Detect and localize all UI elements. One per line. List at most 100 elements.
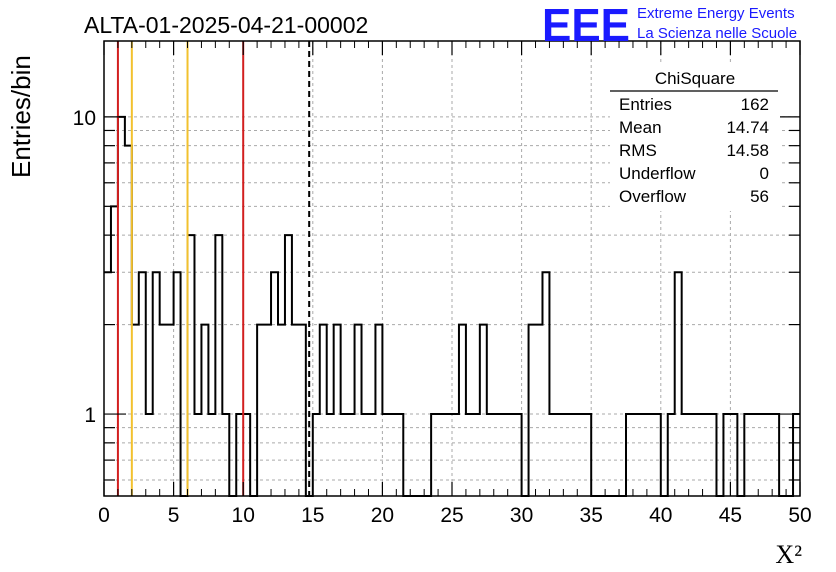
histogram-bin bbox=[264, 325, 271, 496]
histogram-bin bbox=[215, 235, 222, 496]
histogram-bin bbox=[174, 272, 181, 496]
histogram-bin bbox=[278, 325, 285, 496]
logo-line-2: La Scienza nelle Scuole bbox=[637, 25, 797, 42]
stats-rows: Entries 162 Mean 14.74 RMS 14.58 Underflow 0 Ove… bbox=[619, 95, 769, 206]
stats-row-value: 162 bbox=[741, 95, 769, 114]
histogram-bin bbox=[793, 414, 800, 496]
histogram-bin bbox=[682, 414, 689, 496]
x-axis-label: X² bbox=[775, 540, 802, 569]
histogram-bin bbox=[536, 325, 543, 496]
histogram-bin bbox=[299, 325, 306, 496]
stats-box: ChiSquare Entries 162 Mean 14.74 RMS 14.58 Und… bbox=[610, 65, 780, 211]
logo-line-1: Extreme Energy Events bbox=[637, 5, 795, 22]
stats-box-background bbox=[610, 65, 780, 211]
x-tick-label: 40 bbox=[649, 504, 672, 527]
chart-title: ALTA-01-2025-04-21-00002 bbox=[84, 12, 368, 38]
eee-logo: EEE Extreme Energy Events La Scienza nel… bbox=[542, 0, 797, 51]
histogram-bin bbox=[368, 414, 375, 496]
histogram-bin bbox=[501, 414, 508, 496]
histogram-bin bbox=[487, 414, 494, 496]
histogram-bin bbox=[563, 414, 570, 496]
histogram-bin bbox=[222, 414, 229, 496]
stats-row-label: Overflow bbox=[619, 187, 687, 206]
stats-row-label: Entries bbox=[619, 95, 672, 114]
histogram-bin bbox=[466, 414, 473, 496]
histogram-bin bbox=[751, 414, 758, 496]
histogram-bin bbox=[494, 414, 501, 496]
histogram-bin bbox=[375, 325, 382, 496]
stats-row-value: 14.74 bbox=[726, 118, 769, 137]
histogram-bin bbox=[647, 414, 654, 496]
histogram-bin bbox=[201, 325, 208, 496]
stats-row-label: Mean bbox=[619, 118, 662, 137]
x-tick-label: 45 bbox=[719, 504, 742, 527]
histogram-bin bbox=[675, 272, 682, 496]
histogram-bin bbox=[570, 414, 577, 496]
y-tick-label: 1 bbox=[84, 404, 96, 427]
histogram-bin bbox=[118, 117, 125, 496]
histogram-bin bbox=[577, 414, 584, 496]
histogram-bin bbox=[334, 325, 341, 496]
x-tick-label: 0 bbox=[98, 504, 110, 527]
histogram-bin bbox=[271, 272, 278, 496]
histogram-bin bbox=[292, 325, 299, 496]
histogram-bin bbox=[389, 414, 396, 496]
x-tick-label: 35 bbox=[580, 504, 603, 527]
x-tick-label: 25 bbox=[440, 504, 463, 527]
histogram-bin bbox=[431, 414, 438, 496]
x-tick-label: 30 bbox=[510, 504, 533, 527]
histogram-bin bbox=[640, 414, 647, 496]
histogram-bin bbox=[445, 414, 452, 496]
histogram-bin bbox=[146, 414, 153, 496]
histogram-bin bbox=[744, 414, 751, 496]
x-tick-label: 15 bbox=[301, 504, 324, 527]
histogram-bin bbox=[772, 414, 779, 496]
histogram-bin bbox=[355, 325, 362, 496]
histogram-bin bbox=[765, 414, 772, 496]
y-axis-label: Entries/bin bbox=[6, 55, 36, 178]
histogram-bin bbox=[696, 414, 703, 496]
stats-row-value: 56 bbox=[750, 187, 769, 206]
histogram-bin bbox=[132, 325, 139, 496]
histogram-bin bbox=[549, 414, 556, 496]
histogram-bin bbox=[243, 414, 250, 496]
histogram-bin bbox=[452, 414, 459, 496]
histogram-bin bbox=[327, 414, 334, 496]
histogram-bin bbox=[341, 414, 348, 496]
x-tick-label: 5 bbox=[168, 504, 180, 527]
histogram-bin bbox=[689, 414, 696, 496]
histogram-bin bbox=[208, 414, 215, 496]
histogram-bin bbox=[125, 146, 132, 496]
histogram-bin bbox=[480, 325, 487, 496]
x-tick-label: 10 bbox=[232, 504, 255, 527]
stats-box-title: ChiSquare bbox=[655, 69, 735, 88]
histogram-bin bbox=[723, 414, 730, 496]
histogram-bin bbox=[313, 414, 320, 496]
histogram-bin bbox=[668, 414, 675, 496]
stats-row-label: RMS bbox=[619, 141, 657, 160]
logo-mark: EEE bbox=[542, 0, 630, 51]
histogram-bin bbox=[285, 235, 292, 496]
histogram-bin bbox=[654, 414, 661, 496]
histogram-bin bbox=[194, 414, 201, 496]
x-tick-label: 50 bbox=[788, 504, 811, 527]
stats-row-value: 0 bbox=[760, 164, 769, 183]
histogram-bin bbox=[473, 414, 480, 496]
histogram-bin bbox=[542, 272, 549, 496]
histogram-bin bbox=[188, 235, 195, 496]
histogram-bin bbox=[730, 414, 737, 496]
histogram-bin bbox=[626, 414, 633, 496]
histogram-bin bbox=[515, 414, 522, 496]
histogram-bin bbox=[153, 272, 160, 496]
histogram-bin bbox=[160, 325, 167, 496]
histogram-bin bbox=[703, 414, 710, 496]
histogram-bin bbox=[438, 414, 445, 496]
histogram-bin bbox=[459, 325, 466, 496]
histogram-bin bbox=[758, 414, 765, 496]
histogram-bin bbox=[508, 414, 515, 496]
stats-row-value: 14.58 bbox=[726, 141, 769, 160]
histogram-bin bbox=[348, 414, 355, 496]
histogram-bin bbox=[633, 414, 640, 496]
histogram-bin bbox=[104, 272, 111, 496]
histogram-bin bbox=[584, 414, 591, 496]
